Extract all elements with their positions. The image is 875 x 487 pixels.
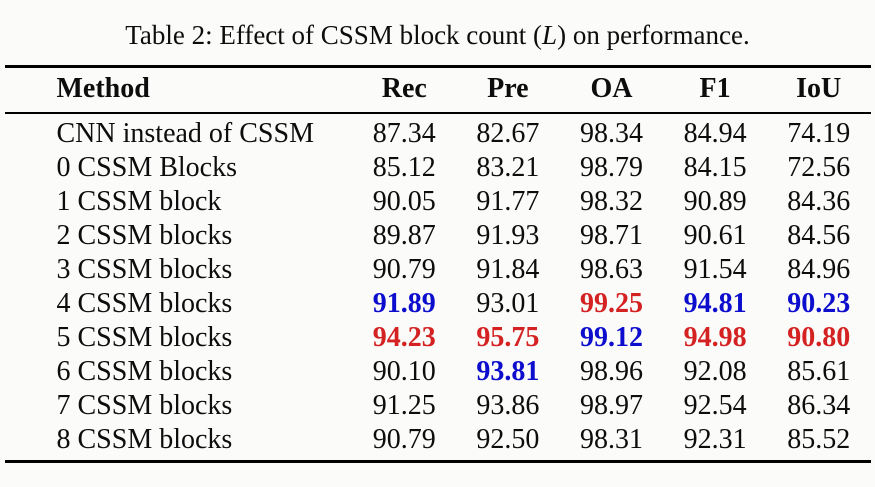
value-cell: 84.96 bbox=[787, 254, 851, 285]
table-row: 5 CSSM blocks 94.23 95.75 99.12 94.98 90.80 bbox=[5, 321, 871, 355]
results-table: Method Rec Pre OA F1 IoU CNN instead of CSSM 8… bbox=[4, 65, 871, 463]
value-cell: 92.08 bbox=[683, 356, 747, 387]
method-cell: 5 CSSM blocks bbox=[56, 322, 233, 353]
table-row: 0 CSSM Blocks 85.12 83.21 98.79 84.15 72.56 bbox=[5, 151, 871, 185]
value-cell: 94.98 bbox=[683, 322, 747, 353]
value-cell: 98.79 bbox=[579, 152, 643, 183]
value-cell: 91.93 bbox=[476, 220, 540, 251]
value-cell: 87.34 bbox=[372, 118, 436, 149]
value-cell: 98.34 bbox=[579, 118, 643, 149]
method-cell: 3 CSSM blocks bbox=[56, 254, 233, 285]
value-cell: 74.19 bbox=[787, 118, 851, 149]
value-cell: 91.54 bbox=[683, 254, 747, 285]
table-row: 2 CSSM blocks 89.87 91.93 98.71 90.61 84.56 bbox=[5, 219, 871, 253]
value-cell: 84.15 bbox=[683, 152, 747, 183]
value-cell: 93.01 bbox=[476, 288, 540, 319]
column-header-f1: F1 bbox=[663, 66, 767, 114]
value-cell: 90.05 bbox=[372, 186, 436, 217]
value-cell: 98.32 bbox=[579, 186, 643, 217]
value-cell: 98.63 bbox=[579, 254, 643, 285]
method-cell: CNN instead of CSSM bbox=[56, 118, 314, 149]
value-cell: 93.81 bbox=[476, 356, 540, 387]
method-cell: 8 CSSM blocks bbox=[56, 424, 233, 455]
value-cell: 94.23 bbox=[372, 322, 436, 353]
value-cell: 98.31 bbox=[579, 424, 643, 455]
value-cell: 84.36 bbox=[787, 186, 851, 217]
table-caption: Table 2: Effect of CSSM block count (L) … bbox=[0, 18, 875, 52]
column-header-pre: Pre bbox=[456, 66, 560, 114]
value-cell: 84.94 bbox=[683, 118, 747, 149]
method-cell: 0 CSSM Blocks bbox=[56, 152, 238, 183]
method-cell: 7 CSSM blocks bbox=[56, 390, 233, 421]
value-cell: 90.79 bbox=[372, 424, 436, 455]
table-head: Method Rec Pre OA F1 IoU bbox=[4, 66, 871, 114]
value-cell: 90.79 bbox=[372, 254, 436, 285]
value-cell: 99.25 bbox=[579, 288, 643, 319]
value-cell: 90.61 bbox=[683, 220, 747, 251]
column-header-method: Method bbox=[4, 66, 353, 114]
table-row: 1 CSSM block 90.05 91.77 98.32 90.89 84.36 bbox=[5, 185, 871, 219]
value-cell: 92.31 bbox=[683, 424, 747, 455]
header-row: Method Rec Pre OA F1 IoU bbox=[4, 66, 871, 114]
value-cell: 91.89 bbox=[372, 288, 436, 319]
method-cell: 4 CSSM blocks bbox=[56, 288, 233, 319]
column-header-rec: Rec bbox=[352, 66, 457, 114]
table-body: CNN instead of CSSM 87.34 82.67 98.34 84.94 7… bbox=[5, 113, 871, 462]
value-cell: 98.71 bbox=[579, 220, 643, 251]
table-row: 6 CSSM blocks 90.10 93.81 98.96 92.08 85.61 bbox=[5, 355, 871, 389]
value-cell: 92.54 bbox=[683, 390, 747, 421]
value-cell: 90.23 bbox=[787, 288, 851, 319]
caption-prefix: Table 2: Effect of CSSM block count ( bbox=[125, 20, 543, 50]
table-row: 7 CSSM blocks 91.25 93.86 98.97 92.54 86.34 bbox=[5, 389, 871, 423]
value-cell: 90.89 bbox=[683, 186, 747, 217]
value-cell: 91.77 bbox=[476, 186, 540, 217]
value-cell: 82.67 bbox=[476, 118, 540, 149]
value-cell: 95.75 bbox=[476, 322, 540, 353]
value-cell: 84.56 bbox=[787, 220, 851, 251]
column-header-iou: IoU bbox=[766, 66, 871, 114]
value-cell: 98.96 bbox=[579, 356, 643, 387]
method-cell: 1 CSSM block bbox=[56, 186, 222, 217]
value-cell: 83.21 bbox=[476, 152, 540, 183]
value-cell: 90.10 bbox=[372, 356, 436, 387]
value-cell: 94.81 bbox=[683, 288, 747, 319]
value-cell: 91.25 bbox=[372, 390, 436, 421]
value-cell: 91.84 bbox=[476, 254, 540, 285]
value-cell: 85.61 bbox=[787, 356, 851, 387]
value-cell: 93.86 bbox=[476, 390, 540, 421]
value-cell: 86.34 bbox=[787, 390, 851, 421]
method-cell: 2 CSSM blocks bbox=[56, 220, 233, 251]
table-row: 3 CSSM blocks 90.79 91.84 98.63 91.54 84.96 bbox=[5, 253, 871, 287]
caption-suffix: ) on performance. bbox=[557, 20, 750, 50]
value-cell: 89.87 bbox=[372, 220, 436, 251]
value-cell: 72.56 bbox=[787, 152, 851, 183]
value-cell: 98.97 bbox=[579, 390, 643, 421]
method-cell: 6 CSSM blocks bbox=[56, 356, 233, 387]
value-cell: 99.12 bbox=[579, 322, 643, 353]
value-cell: 92.50 bbox=[476, 424, 540, 455]
value-cell: 90.80 bbox=[787, 322, 851, 353]
table-row: 4 CSSM blocks 91.89 93.01 99.25 94.81 90.23 bbox=[5, 287, 871, 321]
caption-variable: L bbox=[542, 20, 558, 50]
value-cell: 85.12 bbox=[372, 152, 436, 183]
table-row: 8 CSSM blocks 90.79 92.50 98.31 92.31 85.52 bbox=[5, 423, 871, 462]
table-row: CNN instead of CSSM 87.34 82.67 98.34 84.94 7… bbox=[5, 113, 871, 151]
column-header-oa: OA bbox=[559, 66, 664, 114]
value-cell: 85.52 bbox=[787, 424, 851, 455]
